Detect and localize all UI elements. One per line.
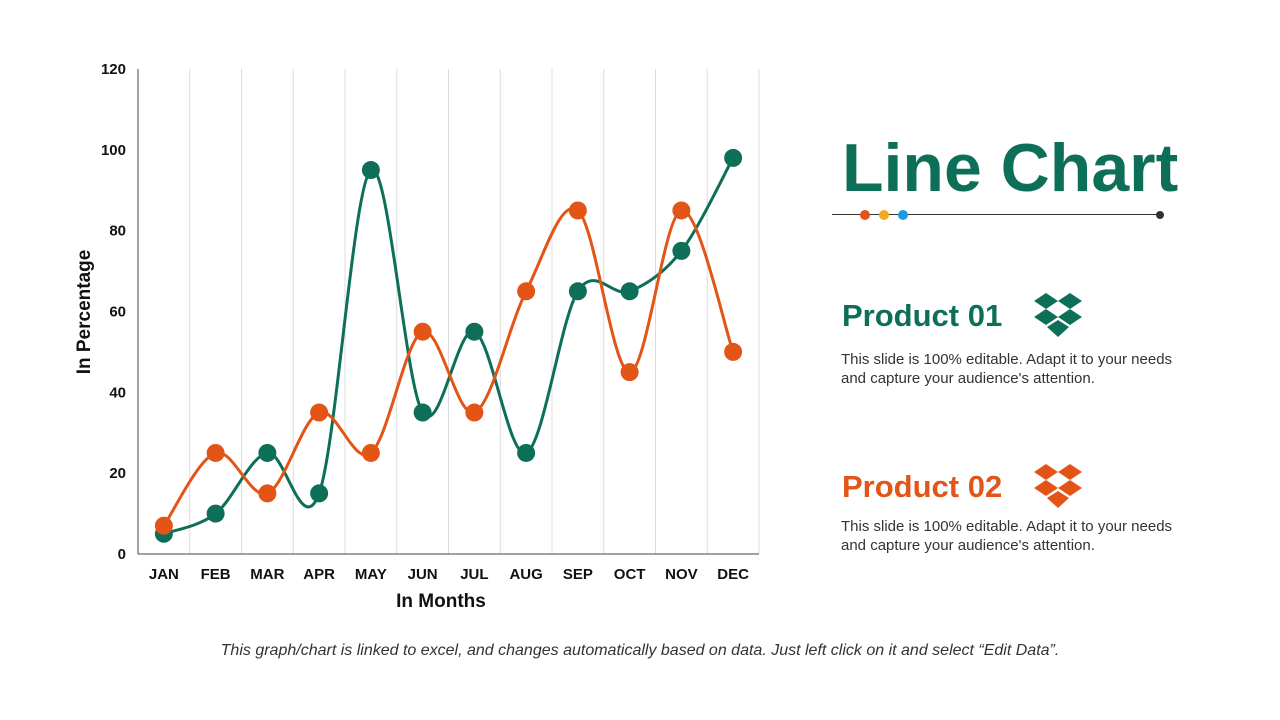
series-2-point [361, 443, 380, 462]
series-2-point [258, 484, 277, 503]
divider-dot-yellow [879, 210, 889, 220]
y-tick-label: 100 [101, 142, 126, 159]
series-2-point [206, 443, 225, 462]
product-02-title: Product 02 [842, 469, 1003, 504]
x-tick-label: NOV [665, 566, 698, 583]
series-markers [154, 148, 743, 543]
dropbox-icon [1034, 293, 1082, 337]
slide-title: Line Chart [842, 130, 1179, 206]
series-1-point [361, 161, 380, 180]
series-1-point [258, 443, 277, 462]
x-tick-label: APR [303, 566, 335, 583]
product-01-title: Product 01 [842, 298, 1003, 333]
x-tick-label: JUL [460, 566, 488, 583]
y-tick-label: 20 [109, 465, 126, 482]
x-axis-title: In Months [396, 591, 486, 612]
series-2-point [568, 201, 587, 220]
series-1-point [310, 484, 329, 503]
y-tick-label: 80 [109, 223, 126, 240]
series-1-point [672, 241, 691, 260]
series-2-point [154, 516, 173, 535]
y-tick-label: 0 [118, 546, 126, 563]
series-1-point [517, 443, 536, 462]
series-2-point [672, 201, 691, 220]
series-2-point [620, 363, 639, 382]
series-2-point [310, 403, 329, 422]
y-tick-label: 120 [101, 61, 126, 78]
series-2-point [465, 403, 484, 422]
y-tick-label: 60 [109, 304, 126, 321]
series-2-point [724, 342, 743, 361]
chart-axes [137, 69, 759, 555]
x-tick-label: OCT [614, 566, 646, 583]
x-tick-label: SEP [563, 566, 593, 583]
product-02-description: This slide is 100% editable. Adapt it to… [841, 518, 1173, 554]
tick-labels: 0 20 40 60 80 100 120 JAN FEB MAR APR MAY JUN JUL AUG S… [101, 61, 749, 583]
series-2-point [413, 322, 432, 341]
x-tick-label: JAN [149, 566, 179, 583]
x-tick-label: JUN [408, 566, 438, 583]
series-1-point [206, 504, 225, 523]
product-01-description: This slide is 100% editable. Adapt it to… [841, 351, 1173, 387]
dropbox-icon [1034, 464, 1082, 508]
y-tick-label: 40 [109, 384, 126, 401]
divider-dot-blue [898, 210, 908, 220]
x-tick-label: FEB [201, 566, 231, 583]
divider-end-dot [1156, 211, 1164, 219]
series-1-point [568, 282, 587, 301]
x-tick-label: AUG [509, 566, 542, 583]
divider-dot-orange [860, 210, 870, 220]
chart-footnote: This graph/chart is linked to excel, and… [220, 642, 1060, 659]
x-tick-label: MAR [250, 566, 284, 583]
x-tick-label: DEC [717, 566, 749, 583]
x-tick-label: MAY [355, 566, 387, 583]
series-1-point [413, 403, 432, 422]
series-1-point [724, 148, 743, 167]
line-chart: 0 20 40 60 80 100 120 JAN FEB MAR APR MAY JUN JUL AUG S… [74, 61, 760, 612]
y-axis-title: In Percentage [74, 250, 95, 375]
series-2-point [517, 282, 536, 301]
grid-lines [189, 69, 760, 554]
series-1-point [465, 322, 484, 341]
series-1-point [620, 282, 639, 301]
title-divider [832, 214, 1162, 215]
